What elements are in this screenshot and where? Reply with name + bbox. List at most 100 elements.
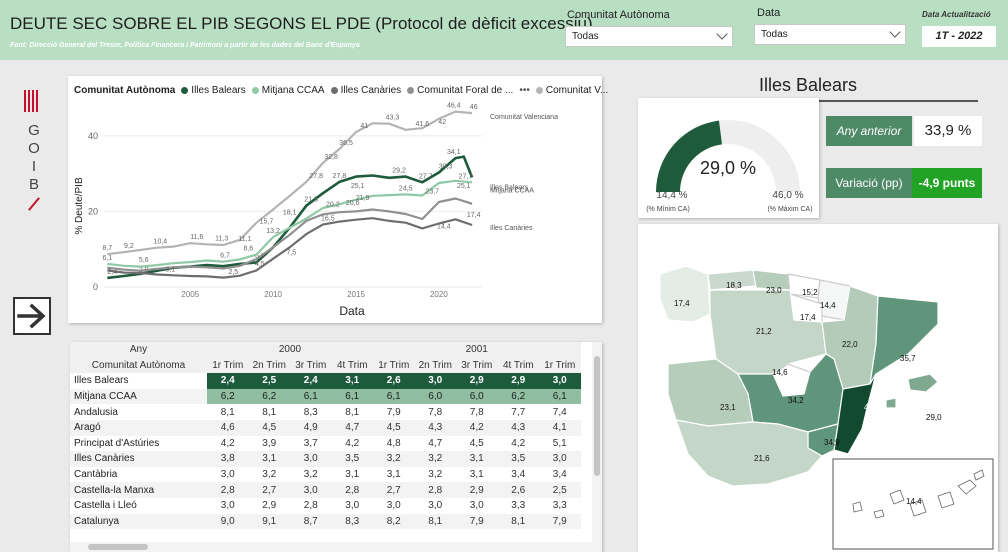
- table-row[interactable]: Andalusia 8,1 8,1 8,3 8,1 7,9 7,8 7,8 7,7 7,4: [70, 404, 581, 420]
- table-row[interactable]: Illes Canàries 3,8 3,1 3,0 3,5 3,2 3,2 3,1 3,5 3,…: [70, 451, 581, 467]
- cell-value: 6,2: [207, 388, 249, 405]
- gauge-panel: 29,0 % 14,4 % 46,0 % (% Mínim CA) (% Màx…: [638, 98, 819, 218]
- row-name: Castella i Lleó: [74, 500, 137, 512]
- cell-value: 2,9: [497, 373, 539, 389]
- cell-value: 2,9: [262, 500, 277, 512]
- cell-value: 7,9: [386, 406, 401, 418]
- series-line-2[interactable]: [107, 179, 473, 268]
- page-title: DEUTE SEC SOBRE EL PIB SEGONS EL PDE (Pr…: [10, 14, 593, 33]
- legend-label: Comunitat V...: [545, 85, 609, 96]
- legend-title: Comunitat Autònoma: [74, 85, 176, 96]
- cell-value: 6,2: [497, 388, 539, 405]
- row-name: Catalunya: [70, 513, 207, 530]
- filter-ca-dropdown[interactable]: Todas: [565, 26, 733, 47]
- quarter-header: 3r Trim: [456, 357, 498, 374]
- chevron-down-icon: [716, 28, 728, 40]
- update-label: Data Actualització: [922, 10, 991, 19]
- line-chart-panel: 0 20 40 2005 2010 2015 2020 Data % Deute/PIB 8,7 9…: [68, 76, 608, 323]
- table-row[interactable]: Aragó 4,6 4,5 4,9 4,7 4,5 4,3 4,2 4,3 4,1: [70, 419, 581, 436]
- filter-ca-value: Todas: [572, 31, 599, 42]
- table-row[interactable]: Castella-la Manxa 2,8 2,7 3,0 2,8 2,7 2,8 2,9 2,…: [70, 482, 581, 498]
- map-label-arago: 22,0: [842, 340, 858, 349]
- legend-item-foral[interactable]: Comunitat Foral de ...: [407, 85, 513, 96]
- map-region-galicia[interactable]: [659, 265, 711, 323]
- filter-date-dropdown[interactable]: Todas: [754, 24, 906, 45]
- logo-letter: B: [28, 176, 39, 193]
- update-value: 1T - 2022: [922, 26, 996, 47]
- cell-value: 4,8: [386, 437, 401, 449]
- data-label: 36,5: [339, 140, 353, 147]
- x-tick-label: 2005: [181, 290, 199, 299]
- next-page-button[interactable]: [13, 297, 51, 335]
- map-label-valenciana: 46,0: [864, 403, 880, 412]
- logo-letters: G O I B: [24, 122, 44, 194]
- cell-value: 4,5: [373, 419, 415, 436]
- gauge-value: 29,0 %: [700, 158, 756, 178]
- cell-value: 2,8: [331, 482, 373, 498]
- line-chart: 0 20 40 2005 2010 2015 2020 Data % Deute/PIB 8,7 9…: [74, 103, 558, 318]
- cell-value: 7,8: [428, 406, 443, 418]
- quarter-header: 4t Trim: [497, 357, 539, 374]
- cell-value: 4,2: [345, 437, 360, 449]
- source-note: Font: Direcció General del Tresor, Polít…: [10, 42, 360, 49]
- variation-value: -4,9 punts: [912, 168, 982, 198]
- row-name: Mitjana CCAA: [70, 388, 207, 405]
- cell-value: 6,1: [331, 388, 373, 405]
- table-horizontal-scrollbar[interactable]: [70, 542, 592, 552]
- legend-label: Illes Balears: [191, 85, 246, 96]
- series-line-4[interactable]: [107, 217, 473, 279]
- map-label-madrid: 14,6: [772, 368, 788, 377]
- legend-ellipsis: •••: [519, 85, 530, 96]
- table-row[interactable]: Principat d'Astúries 4,2 3,9 3,7 4,2 4,8 4,7 4,…: [70, 436, 581, 452]
- series-line-0[interactable]: [107, 110, 473, 256]
- data-table: Any 2000 2001 Comunitat Autònoma 1r Trim…: [70, 342, 581, 530]
- map-region-balears[interactable]: [907, 373, 939, 393]
- cell-value: 3,1: [331, 373, 373, 389]
- data-label: 41,6: [416, 121, 430, 128]
- map-label-asturias: 18,3: [726, 281, 742, 290]
- data-table-panel: Any 2000 2001 Comunitat Autònoma 1r Trim…: [70, 342, 602, 552]
- table-vertical-scrollbar[interactable]: [592, 342, 602, 552]
- x-axis-label: Data: [339, 304, 365, 318]
- map-region-balears-ibiza[interactable]: [885, 397, 897, 409]
- gauge-chart: 29,0 % 14,4 % 46,0 % (% Mínim CA) (% Màx…: [646, 120, 813, 213]
- cell-value: 3,5: [331, 451, 373, 467]
- cell-value: 2,4: [207, 373, 249, 389]
- map-label-balears: 29,0: [926, 413, 942, 422]
- year-header: 2000: [207, 342, 373, 358]
- quarter-header: 3r Trim: [290, 357, 332, 374]
- data-label: 4,5: [255, 261, 265, 268]
- gauge-fill: [656, 120, 722, 192]
- legend-item-balears[interactable]: Illes Balears: [181, 85, 246, 96]
- map-label-castella-manxa: 34,2: [788, 396, 804, 405]
- cell-value: 2,9: [456, 482, 498, 498]
- cell-value: 3,7: [303, 437, 318, 449]
- cell-value: 3,4: [511, 469, 526, 481]
- cell-value: 8,7: [290, 513, 332, 530]
- table-row[interactable]: Mitjana CCAA 6,2 6,2 6,1 6,1 6,1 6,0 6,0 6,2 6,1: [70, 388, 581, 405]
- series-line-3[interactable]: [107, 197, 473, 272]
- legend-item-canaries[interactable]: Illes Canàries: [330, 85, 401, 96]
- legend-item-mitjana[interactable]: Mitjana CCAA: [251, 85, 325, 96]
- table-row[interactable]: Catalunya 9,0 9,1 8,7 8,3 8,2 8,1 7,9 8,1 7,9: [70, 513, 581, 530]
- cell-value: 2,5: [539, 482, 581, 498]
- map-region-andalusia[interactable]: [675, 419, 823, 487]
- table-row[interactable]: Illes Balears 2,4 2,5 2,4 3,1 2,6 3,0 2,9 2,9 3,0: [70, 373, 581, 389]
- filter-date-value: Todas: [761, 29, 788, 40]
- table-row[interactable]: Castella i Lleó 3,0 2,9 2,8 3,0 3,0 3,0 3,0 3,3 3…: [70, 498, 581, 514]
- cell-value: 4,3: [414, 419, 456, 436]
- cell-value: 3,1: [386, 469, 401, 481]
- row-name: Andalusia: [74, 406, 118, 418]
- table-row[interactable]: Cantàbria 3,0 3,2 3,2 3,1 3,1 3,2 3,1 3,4 3,4: [70, 467, 581, 483]
- map-region-navarra[interactable]: [817, 279, 851, 321]
- cell-value: 6,1: [373, 388, 415, 405]
- cell-value: 2,8: [207, 482, 249, 498]
- cell-value: 3,0: [428, 500, 443, 512]
- map-region-catalunya[interactable]: [869, 295, 939, 385]
- row-name: Castella-la Manxa: [70, 482, 207, 498]
- prev-year-value: 33,9 %: [914, 116, 982, 146]
- cell-value: 8,1: [497, 513, 539, 530]
- legend-item-valenciana[interactable]: Comunitat V...: [535, 85, 609, 96]
- cell-value: 7,9: [456, 513, 498, 530]
- quarter-header: 2n Trim: [414, 357, 456, 374]
